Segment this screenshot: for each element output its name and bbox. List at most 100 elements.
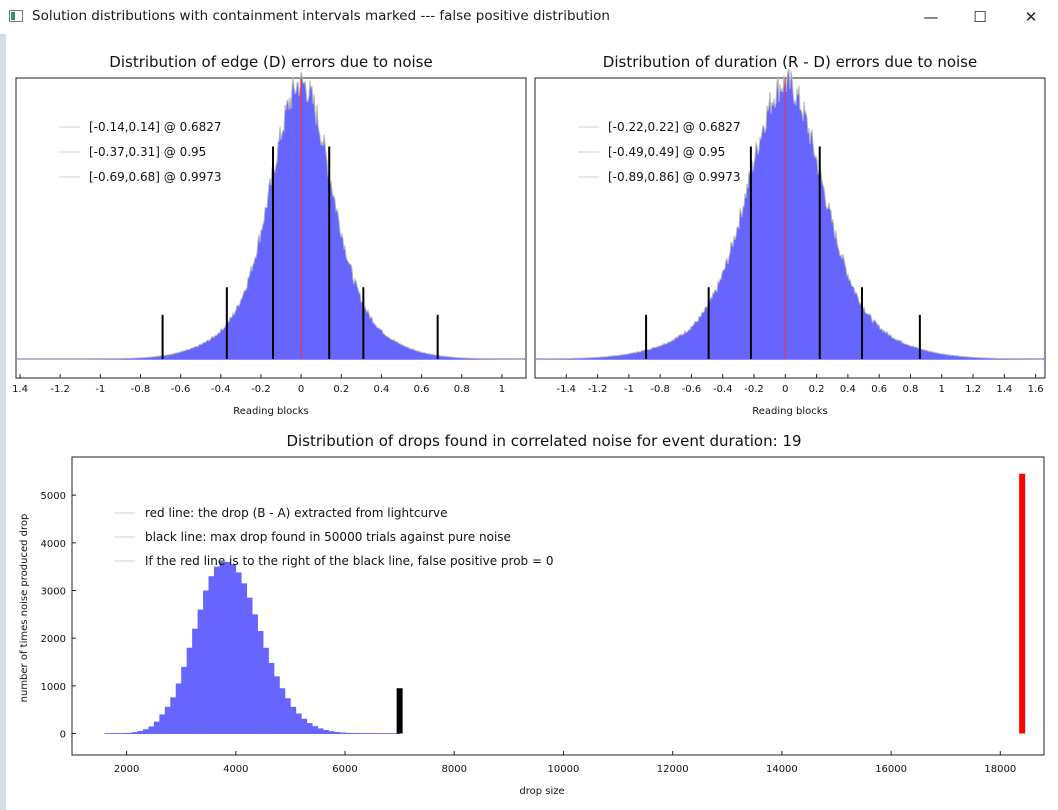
x-tick-label: -0.6 xyxy=(171,384,191,395)
x-tick-label: 1.4 xyxy=(996,384,1012,395)
x-tick-label: -1.4 xyxy=(557,384,577,395)
background-window-edge xyxy=(0,34,6,810)
histogram-bar xyxy=(192,628,198,734)
y-axis-label: number of times noise produced drop xyxy=(19,514,30,703)
legend-entry: [-0.37,0.31] @ 0.95 xyxy=(89,145,206,159)
x-tick-label: 0.6 xyxy=(871,384,887,395)
x-tick-label: 0.8 xyxy=(454,384,470,395)
x-tick-label: 1 xyxy=(939,384,945,395)
x-tick-label: -1.2 xyxy=(50,384,70,395)
legend-entry: black line: max drop found in 50000 tria… xyxy=(145,530,511,544)
x-tick-label: 6000 xyxy=(332,764,357,775)
histogram-bar xyxy=(142,729,149,734)
x-tick-label: 0.2 xyxy=(809,384,825,395)
histogram-bar xyxy=(328,731,335,734)
histogram-outline xyxy=(536,68,1043,360)
close-button[interactable]: ✕ xyxy=(1024,8,1038,26)
x-tick-label: 2000 xyxy=(114,764,139,775)
histogram-bar xyxy=(263,647,269,734)
x-tick-label: 0.2 xyxy=(333,384,349,395)
y-tick-label: 0 xyxy=(60,730,66,741)
histogram-bar xyxy=(175,683,182,734)
x-tick-label: 0.6 xyxy=(414,384,430,395)
histogram-bar xyxy=(290,706,297,734)
x-tick-label: -1 xyxy=(95,384,105,395)
x-tick-label: 1.2 xyxy=(965,384,981,395)
x-tick-label: 0 xyxy=(782,384,788,395)
histogram-bar xyxy=(306,723,313,734)
histogram-bar xyxy=(230,564,237,734)
histogram-bar xyxy=(203,590,209,734)
window-title: Solution distributions with containment … xyxy=(32,8,610,24)
x-tick-label: 0.8 xyxy=(903,384,919,395)
histogram-bar xyxy=(186,647,193,734)
x-tick-label: 1.4 xyxy=(12,384,28,395)
x-tick-label: 1.6 xyxy=(1028,384,1044,395)
x-axis-label: Reading blocks xyxy=(233,406,309,417)
histogram-bar xyxy=(164,706,171,734)
histogram-bar xyxy=(137,730,144,734)
histogram-bar xyxy=(252,614,258,734)
histogram-bar xyxy=(279,688,286,734)
legend-entry: [-0.22,0.22] @ 0.6827 xyxy=(608,120,741,134)
legend-entry: [-0.14,0.14] @ 0.6827 xyxy=(89,120,222,134)
legend-entry: [-0.89,0.86] @ 0.9973 xyxy=(608,170,741,184)
legend-entry: [-0.49,0.49] @ 0.95 xyxy=(608,145,725,159)
x-tick-label: -1 xyxy=(624,384,634,395)
x-tick-label: 14000 xyxy=(766,764,798,775)
histogram-bar xyxy=(284,698,291,734)
x-tick-label: -0.2 xyxy=(744,384,764,395)
x-tick-label: 0.4 xyxy=(840,384,856,395)
chart-title: Distribution of edge (D) errors due to n… xyxy=(109,53,432,71)
histogram-bar xyxy=(170,697,177,734)
y-tick-label: 2000 xyxy=(41,634,66,645)
legend-entry: red line: the drop (B - A) extracted fro… xyxy=(145,506,447,520)
histogram-outline xyxy=(17,72,524,360)
x-tick-label: -0.2 xyxy=(251,384,271,395)
x-tick-label: 12000 xyxy=(657,764,689,775)
x-tick-label: 8000 xyxy=(442,764,467,775)
x-tick-label: 0 xyxy=(298,384,304,395)
x-tick-label: 18000 xyxy=(984,764,1016,775)
chart-title: Distribution of duration (R - D) errors … xyxy=(603,53,977,71)
histogram-bar xyxy=(268,662,275,734)
minimize-button[interactable]: — xyxy=(923,8,939,26)
x-axis-label: drop size xyxy=(519,786,564,797)
histogram-bar xyxy=(159,714,166,734)
histogram-area xyxy=(536,69,1044,359)
x-tick-label: -0.4 xyxy=(713,384,733,395)
x-tick-label: -0.8 xyxy=(131,384,151,395)
app-icon xyxy=(9,10,23,22)
histogram-bar xyxy=(312,726,319,734)
maximize-button[interactable]: ☐ xyxy=(973,8,987,26)
histogram-bar xyxy=(323,730,329,734)
y-tick-label: 4000 xyxy=(41,539,66,550)
histogram-area xyxy=(17,72,525,359)
histogram-bar xyxy=(334,731,340,734)
histogram-bar xyxy=(339,732,346,734)
histogram-bar xyxy=(197,609,204,734)
histogram-bar xyxy=(153,721,160,734)
x-axis-label: Reading blocks xyxy=(752,406,828,417)
histogram-bar xyxy=(246,597,253,734)
x-tick-label: 1 xyxy=(499,384,505,395)
x-tick-label: 4000 xyxy=(223,764,248,775)
chart-title: Distribution of drops found in correlate… xyxy=(286,432,801,450)
histogram-bar xyxy=(257,631,264,734)
x-tick-label: 10000 xyxy=(548,764,580,775)
x-tick-label: -0.8 xyxy=(650,384,670,395)
x-tick-label: 0.4 xyxy=(373,384,389,395)
histogram-bar xyxy=(235,572,242,734)
histogram-bar xyxy=(208,576,215,734)
x-tick-label: -0.6 xyxy=(682,384,702,395)
legend-entry: [-0.69,0.68] @ 0.9973 xyxy=(89,170,222,184)
histogram-bar xyxy=(148,726,155,734)
histogram-bar xyxy=(301,718,308,734)
x-tick-label: -0.4 xyxy=(211,384,231,395)
histogram-bar xyxy=(317,728,324,734)
x-tick-label: -1.2 xyxy=(588,384,608,395)
histogram-bar xyxy=(274,676,280,734)
y-tick-label: 5000 xyxy=(41,491,66,502)
histogram-bar xyxy=(295,713,302,734)
